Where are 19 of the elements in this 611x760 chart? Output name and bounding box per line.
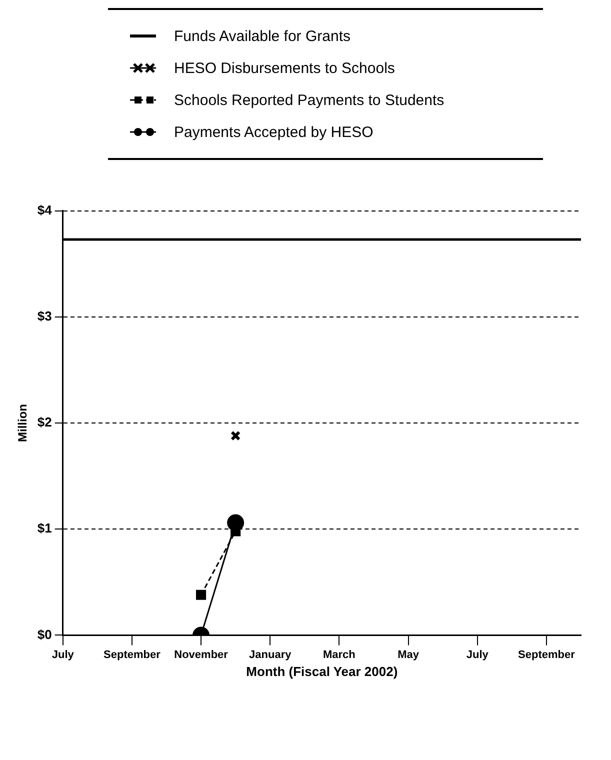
x-tick-label: July <box>52 648 75 661</box>
x-tick-label: July <box>466 648 490 661</box>
legend-label: Payments Accepted by HESO <box>174 124 374 140</box>
y-axis-title: Million <box>16 404 30 442</box>
y-tick-label: $3 <box>37 308 52 324</box>
x-tick-label: November <box>174 648 229 661</box>
x-tick-label: March <box>323 648 356 661</box>
x-tick-label: January <box>249 648 292 661</box>
legend-label: Schools Reported Payments to Students <box>174 92 444 108</box>
x-axis-title: Month (Fiscal Year 2002) <box>246 664 398 679</box>
x-tick-label: May <box>398 648 420 661</box>
y-tick-label: $1 <box>37 520 52 536</box>
legend-label: HESO Disbursements to Schools <box>174 60 395 76</box>
x-tick-label: September <box>518 648 576 661</box>
y-tick-label: $0 <box>37 626 52 642</box>
y-tick-label: $2 <box>37 414 52 430</box>
legend-label: Funds Available for Grants <box>174 28 350 44</box>
x-tick-label: September <box>104 648 162 661</box>
y-tick-label: $4 <box>37 202 53 218</box>
